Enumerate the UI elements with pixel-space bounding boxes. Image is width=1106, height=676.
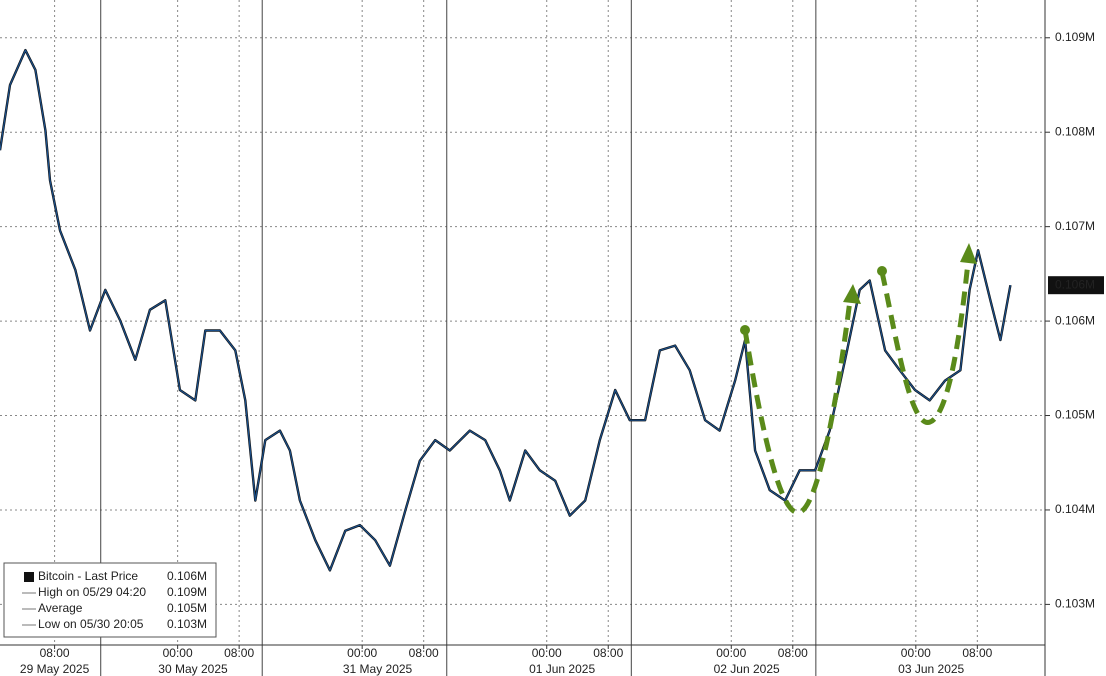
y-tick-label: 0.106M: [1055, 313, 1095, 327]
x-day-label: 01 Jun 2025: [529, 662, 595, 676]
x-tick-label: 08:00: [593, 646, 623, 660]
x-tick-label: 00:00: [532, 646, 562, 660]
legend-value: 0.103M: [167, 617, 207, 631]
legend: Bitcoin - Last Price 0.106M High on 05/29 …: [3, 562, 217, 638]
y-tick-label: 0.103M: [1055, 597, 1095, 611]
legend-label: Bitcoin - Last Price: [38, 569, 138, 583]
marks: [0, 48, 1012, 572]
y-tick-label: 0.109M: [1055, 30, 1095, 44]
legend-value: 0.109M: [167, 585, 207, 599]
y-tick-label: 0.104M: [1055, 502, 1095, 516]
x-day-label: 29 May 2025: [20, 662, 90, 676]
legend-value: 0.106M: [167, 569, 207, 583]
x-tick-label: 08:00: [778, 646, 808, 660]
last-price-tag: [1048, 276, 1104, 295]
x-tick-label: 00:00: [901, 646, 931, 660]
arrow-head: [843, 284, 861, 304]
x-tick-label: 08:00: [962, 646, 992, 660]
x-tick-label: 00:00: [716, 646, 746, 660]
legend-swatch: [24, 572, 34, 582]
legend-label: Low on 05/30 20:05: [38, 617, 144, 631]
price-line: [0, 49, 1011, 572]
y-tick-label: 0.108M: [1055, 124, 1095, 138]
arrow-head: [960, 243, 977, 264]
legend-value: 0.105M: [167, 601, 207, 615]
x-tick-label: 08:00: [224, 646, 254, 660]
x-tick-label: 08:00: [409, 646, 439, 660]
y-tick-label: 0.107M: [1055, 219, 1095, 233]
legend-label: High on 05/29 04:20: [38, 585, 146, 599]
legend-box: [3, 562, 217, 638]
arrow-start: [877, 266, 887, 276]
x-day-label: 31 May 2025: [343, 662, 413, 676]
arrow-path: [879, 261, 971, 425]
x-tick-label: 00:00: [163, 646, 193, 660]
annotation-arrows: [742, 261, 971, 515]
x-tick-label: 08:00: [40, 646, 70, 660]
legend-label: Average: [38, 601, 83, 615]
arrow-points: [740, 243, 977, 335]
arrow-path: [742, 299, 853, 515]
grid: [0, 0, 1045, 676]
y-tick-label: 0.105M: [1055, 408, 1095, 422]
last-price-label: 0.106M: [1055, 277, 1095, 291]
x-day-label: 30 May 2025: [158, 662, 228, 676]
x-day-label: 02 Jun 2025: [714, 662, 780, 676]
x-day-label: 03 Jun 2025: [898, 662, 964, 676]
x-tick-label: 00:00: [347, 646, 377, 660]
arrow-start: [740, 325, 750, 335]
